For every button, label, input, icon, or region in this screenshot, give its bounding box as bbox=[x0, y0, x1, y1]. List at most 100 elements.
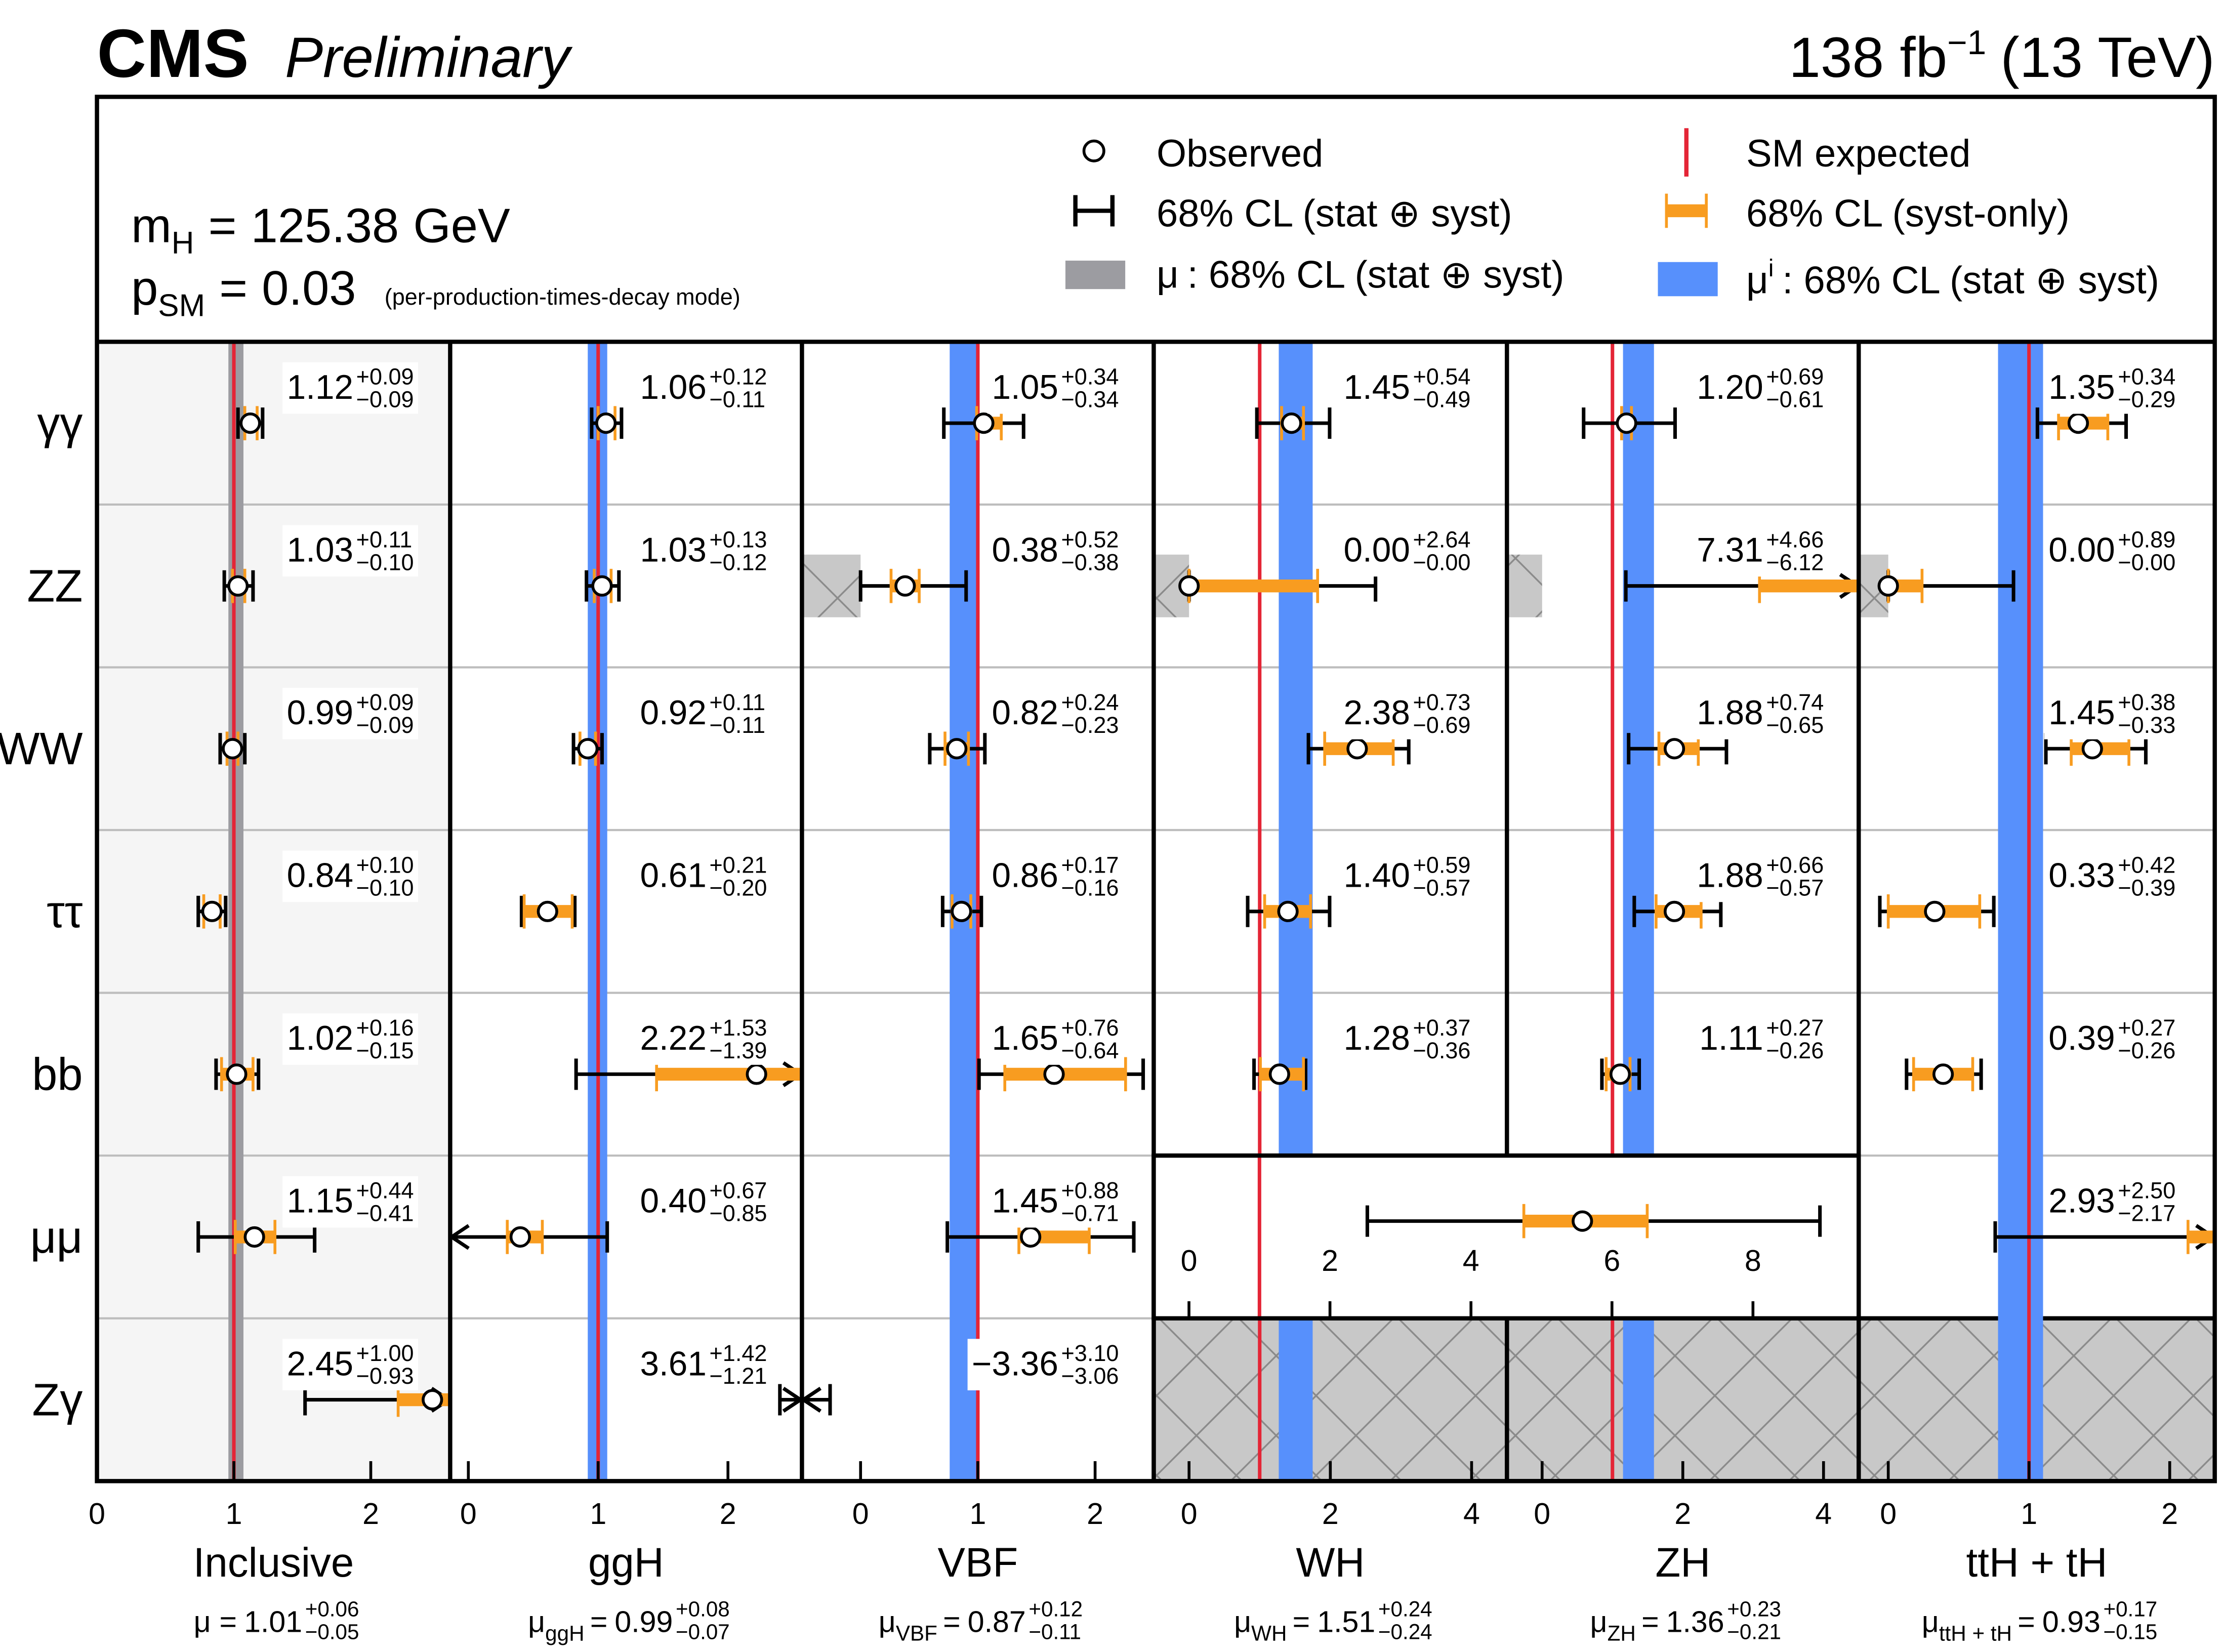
error-down-label: −3.06 bbox=[1061, 1363, 1119, 1389]
observed-marker bbox=[1277, 900, 1299, 922]
label-background bbox=[636, 1013, 771, 1065]
x-tick-label: 1 bbox=[969, 1497, 986, 1531]
equals: = bbox=[2018, 1605, 2035, 1639]
parameter: pSM = 0.03 (per-production-times-decay mode… bbox=[131, 261, 740, 323]
observed-marker bbox=[201, 900, 223, 922]
value-label: 1.28 bbox=[1343, 1019, 1410, 1057]
mu-error-up: +0.12 bbox=[1028, 1597, 1083, 1621]
observed-marker bbox=[1268, 1063, 1290, 1085]
lumi-text: 138 fb bbox=[1789, 25, 1947, 89]
error-up-label: +2.50 bbox=[2118, 1178, 2175, 1204]
error-up-label: +3.10 bbox=[1061, 1340, 1119, 1366]
panel-background bbox=[97, 342, 450, 1481]
mu-value: 1.51 bbox=[1317, 1605, 1375, 1639]
legend-symbol: μ bbox=[1157, 253, 1179, 296]
mu-error-down: −0.07 bbox=[676, 1620, 730, 1644]
value-label: 1.03 bbox=[640, 531, 706, 569]
error-down-label: −0.39 bbox=[2118, 875, 2175, 900]
error-up-label: +1.42 bbox=[710, 1340, 767, 1366]
error-up-label: +0.69 bbox=[1766, 364, 1824, 390]
column-title: Inclusive bbox=[193, 1540, 354, 1586]
observed-marker bbox=[591, 575, 613, 597]
inset-tick-label: 6 bbox=[1603, 1244, 1620, 1277]
label-background bbox=[636, 688, 770, 739]
legend-label: SM expected bbox=[1746, 132, 1970, 175]
equals: = bbox=[943, 1605, 961, 1639]
mu-value: 1.01 bbox=[244, 1605, 302, 1639]
mu-symbol: μ bbox=[1922, 1605, 1939, 1639]
parameter-sub: H bbox=[172, 226, 194, 261]
mu-error-down: −0.11 bbox=[1028, 1620, 1081, 1644]
value-label: 2.22 bbox=[640, 1019, 706, 1057]
mu-band bbox=[1998, 342, 2043, 1481]
label-background bbox=[1692, 688, 1828, 739]
x-tick-label: 1 bbox=[2021, 1497, 2037, 1531]
observed-marker bbox=[222, 738, 243, 760]
inset-box bbox=[1154, 1155, 1859, 1318]
legend-symbol: μ bbox=[1746, 259, 1768, 302]
label-background bbox=[2044, 525, 2180, 577]
error-down-label: −0.09 bbox=[356, 712, 414, 738]
legend-mui-icon bbox=[1658, 262, 1718, 297]
x-tick-label: 2 bbox=[362, 1497, 379, 1531]
x-tick-label: 4 bbox=[1815, 1497, 1832, 1531]
x-tick-label: 2 bbox=[720, 1497, 736, 1531]
observed-marker bbox=[951, 900, 972, 922]
value-label: 0.61 bbox=[640, 857, 706, 895]
parameter-note: (per-production-times-decay mode) bbox=[385, 284, 740, 310]
parameter: mH = 125.38 GeV bbox=[131, 198, 510, 261]
label-background bbox=[987, 525, 1123, 577]
mu-label: μVBF = 0.87 bbox=[879, 1605, 1026, 1645]
value-label: 1.12 bbox=[287, 368, 353, 406]
inset-border bbox=[1151, 1153, 1861, 1320]
mu-error-down: −0.15 bbox=[2103, 1620, 2157, 1644]
error-down-label: −0.34 bbox=[1061, 387, 1119, 412]
error-up-label: +0.88 bbox=[1061, 1178, 1119, 1204]
row-label: γγ bbox=[37, 398, 83, 449]
error-up-label: +0.44 bbox=[356, 1178, 414, 1204]
label-background bbox=[636, 1176, 771, 1228]
mu-symbol: μ bbox=[879, 1605, 896, 1639]
label-background bbox=[2044, 362, 2180, 414]
error-up-label: +0.10 bbox=[356, 852, 414, 878]
legend-sup: i bbox=[1768, 255, 1774, 282]
error-down-label: −0.69 bbox=[1413, 712, 1471, 738]
label-background bbox=[636, 362, 771, 414]
error-up-label: +0.11 bbox=[710, 689, 766, 715]
value-label: 0.38 bbox=[992, 531, 1058, 569]
error-up-label: +0.09 bbox=[356, 364, 414, 390]
error-up-label: +0.16 bbox=[356, 1015, 414, 1041]
parameter-symbol: m bbox=[131, 198, 172, 253]
mu-error-up: +0.06 bbox=[305, 1597, 359, 1621]
error-down-label: −6.12 bbox=[1766, 549, 1824, 575]
x-tick-label: 0 bbox=[460, 1497, 477, 1531]
error-up-label: +0.38 bbox=[2118, 689, 2175, 715]
equals: = bbox=[220, 1605, 237, 1639]
mu-label: μZH = 1.36 bbox=[1590, 1605, 1724, 1645]
inset-tick-label: 0 bbox=[1181, 1244, 1198, 1277]
observed-marker bbox=[227, 575, 249, 597]
error-down-label: −0.85 bbox=[710, 1201, 767, 1226]
value-label: 1.15 bbox=[287, 1182, 353, 1220]
mu-symbol: μ bbox=[1234, 1605, 1251, 1639]
label-background bbox=[636, 850, 771, 902]
legend-text: : 68% CL (stat ⊕ syst) bbox=[1782, 259, 2159, 302]
value-label: 2.38 bbox=[1343, 694, 1410, 732]
observed-marker bbox=[1043, 1063, 1065, 1085]
value-label: 1.02 bbox=[287, 1019, 353, 1057]
mu-error-down: −0.21 bbox=[1727, 1620, 1781, 1644]
observed-marker bbox=[746, 1063, 767, 1085]
label-background bbox=[1692, 525, 1828, 577]
observed-marker bbox=[422, 1389, 443, 1411]
label-background bbox=[2044, 688, 2180, 739]
error-down-label: −0.33 bbox=[2118, 712, 2175, 738]
panel: 1.35 +0.34−0.290.00 +0.89−0.001.45 +0.38−0.… bbox=[1859, 342, 2215, 1481]
column-title: ggH bbox=[588, 1540, 664, 1586]
error-down-label: −0.20 bbox=[710, 875, 767, 900]
parameter-sub: SM bbox=[158, 288, 205, 323]
x-tick-label: 0 bbox=[1534, 1497, 1550, 1531]
observed-marker bbox=[1178, 575, 1200, 597]
x-tick-label: 4 bbox=[1463, 1497, 1480, 1531]
observed-marker bbox=[1020, 1226, 1042, 1248]
